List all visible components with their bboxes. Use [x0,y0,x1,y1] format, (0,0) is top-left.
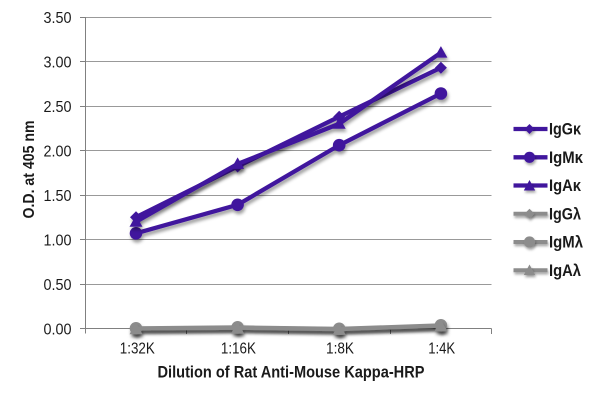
svg-text:IgGλ: IgGλ [549,206,581,224]
svg-text:0.00: 0.00 [44,322,72,339]
svg-text:1.00: 1.00 [44,233,72,250]
svg-text:IgMκ: IgMκ [549,149,584,167]
svg-text:1:4K: 1:4K [428,340,455,357]
svg-text:IgAλ: IgAλ [549,262,581,280]
svg-text:0.50: 0.50 [44,277,72,294]
svg-text:1.50: 1.50 [44,188,72,205]
svg-text:O.D. at 405 nm: O.D. at 405 nm [21,121,38,219]
svg-text:2.00: 2.00 [44,144,72,161]
svg-text:1:32K: 1:32K [120,340,155,357]
svg-text:IgAκ: IgAκ [549,177,582,195]
svg-text:Dilution of Rat Anti-Mouse Kap: Dilution of Rat Anti-Mouse Kappa-HRP [158,363,425,382]
svg-text:3.50: 3.50 [44,10,72,27]
svg-text:1:16K: 1:16K [221,340,256,357]
svg-text:1:8K: 1:8K [326,340,354,357]
svg-text:IgMλ: IgMλ [549,234,583,252]
svg-text:IgGκ: IgGκ [549,121,582,139]
svg-text:2.50: 2.50 [44,99,72,116]
svg-text:3.00: 3.00 [44,55,72,72]
